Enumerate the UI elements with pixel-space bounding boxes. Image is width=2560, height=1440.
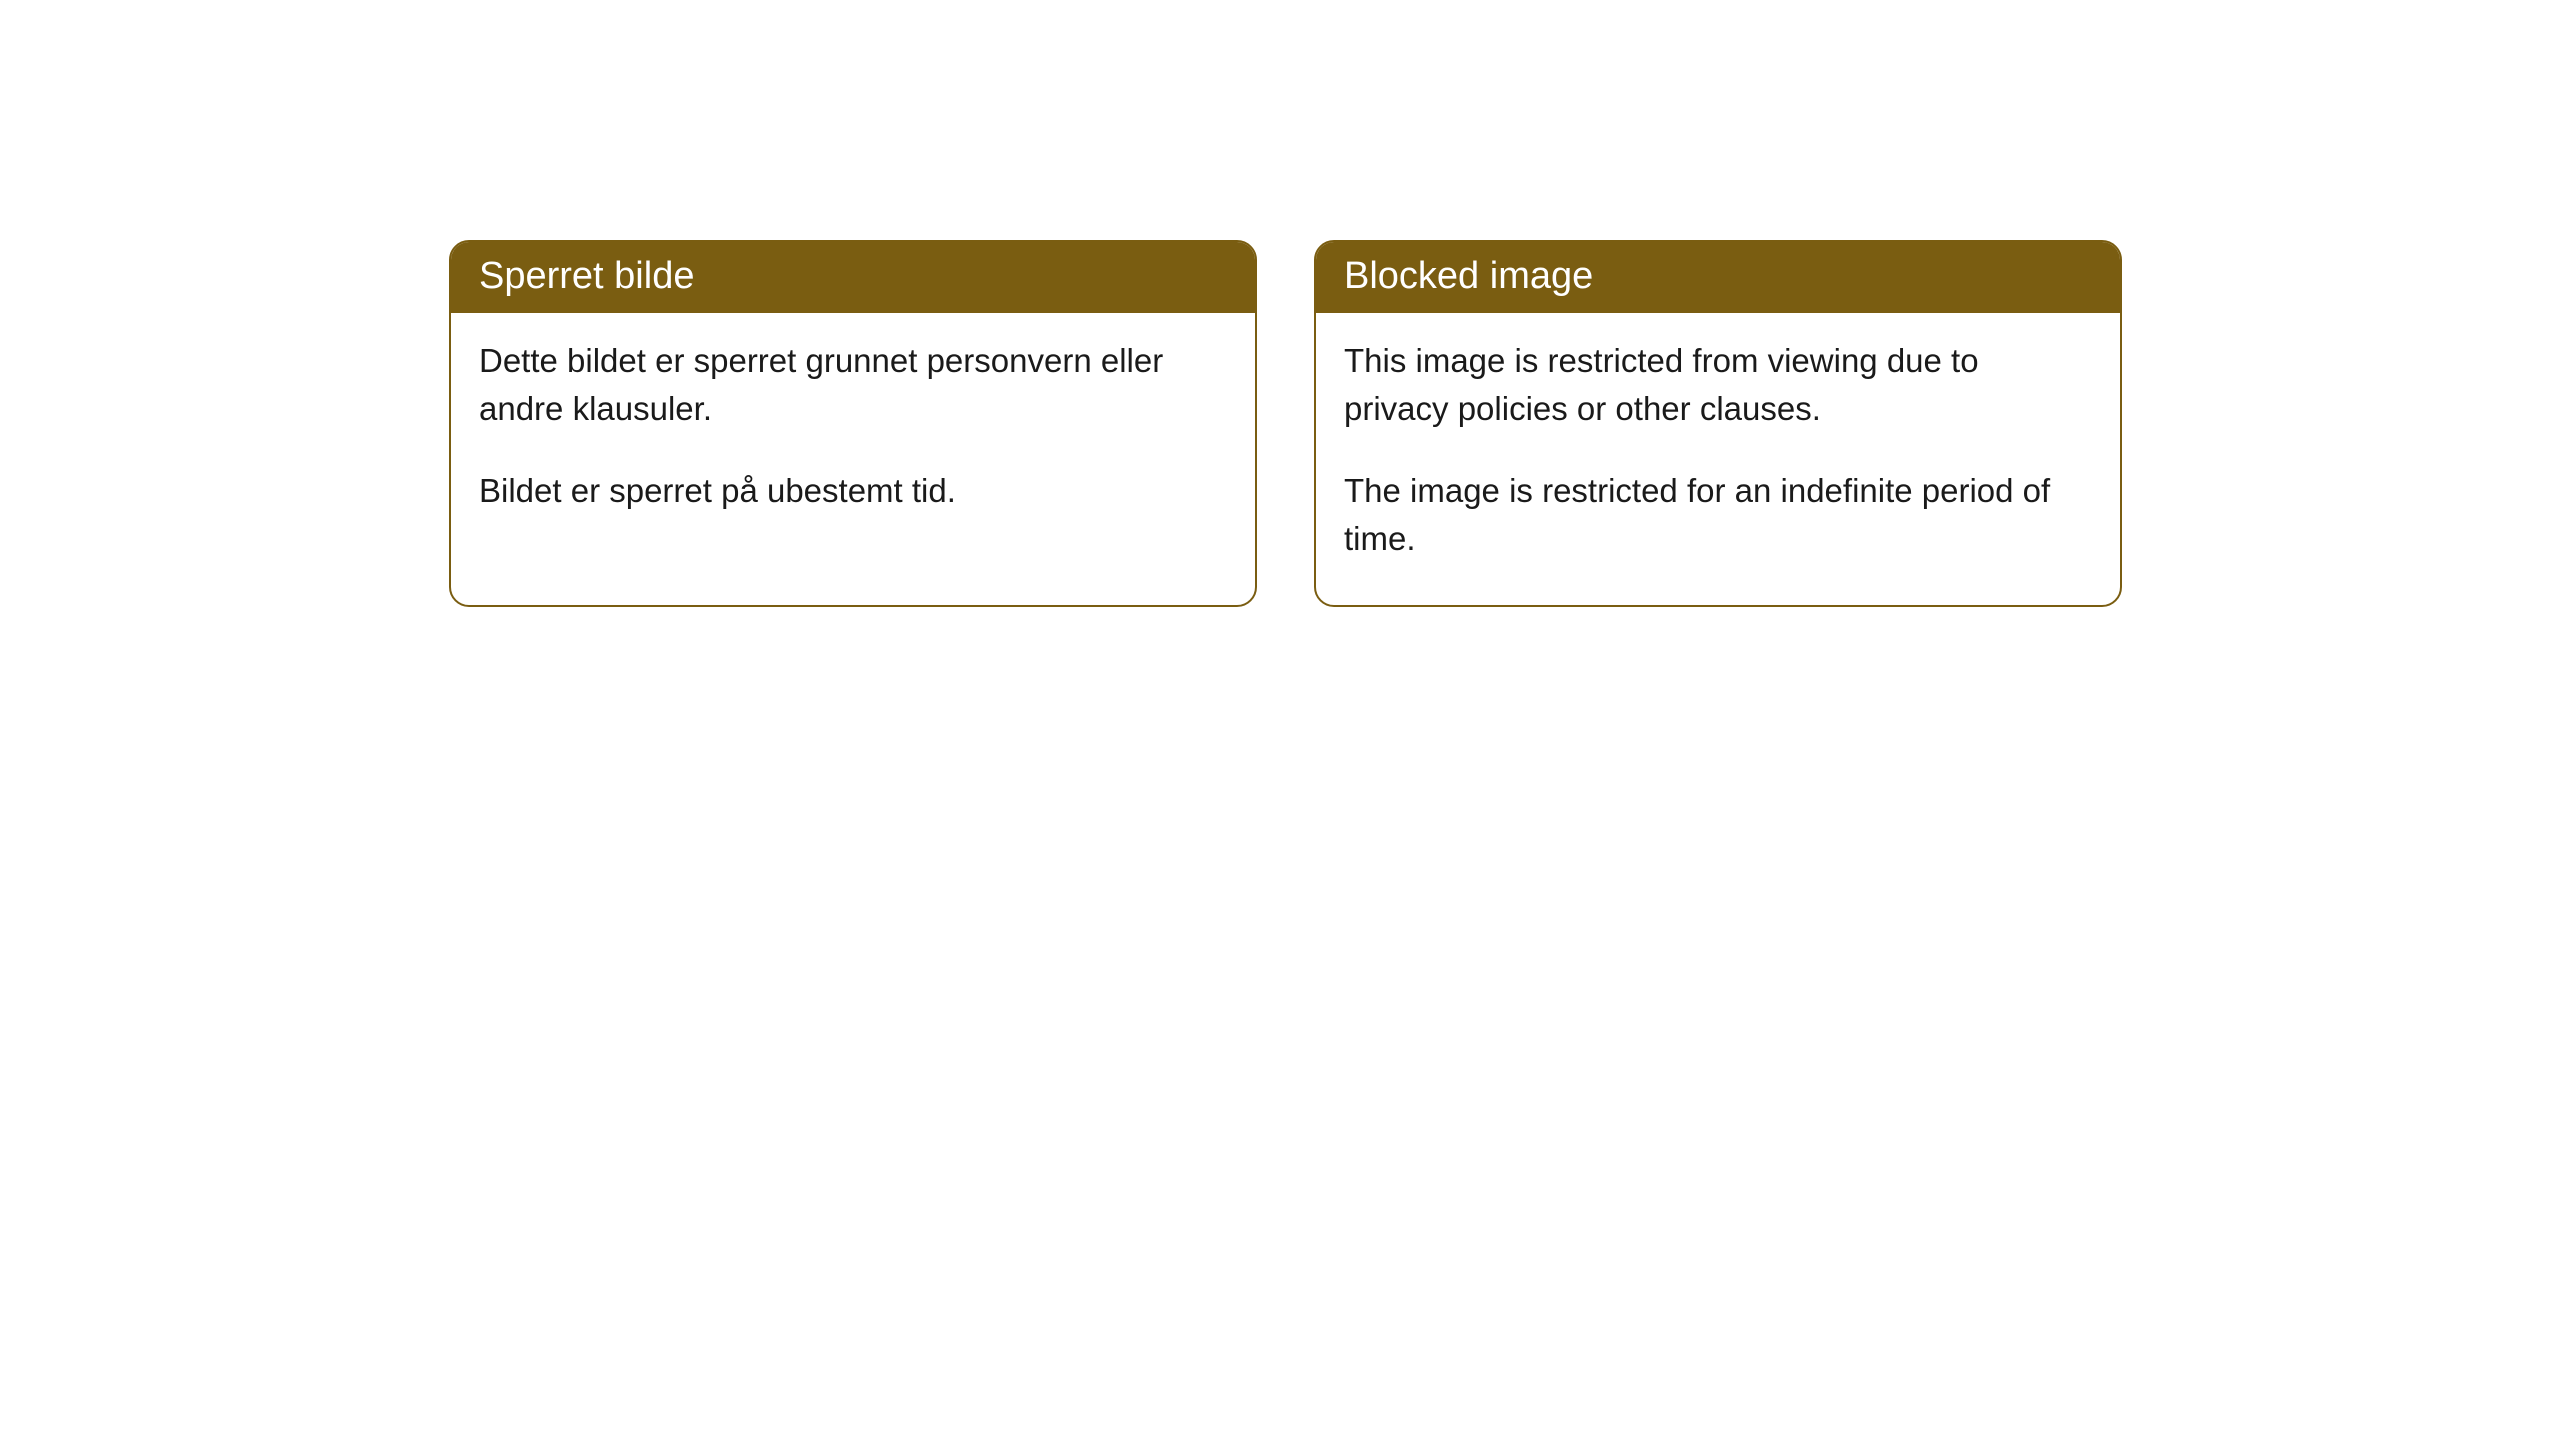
card-english: Blocked image This image is restricted f… [1314,240,2122,607]
card-title-norwegian: Sperret bilde [451,242,1255,313]
card-body-english: This image is restricted from viewing du… [1316,313,2120,604]
card-title-english: Blocked image [1316,242,2120,313]
card-paragraph: Bildet er sperret på ubestemt tid. [479,467,1227,515]
cards-container: Sperret bilde Dette bildet er sperret gr… [449,240,2122,607]
card-paragraph: Dette bildet er sperret grunnet personve… [479,337,1227,433]
card-norwegian: Sperret bilde Dette bildet er sperret gr… [449,240,1257,607]
card-paragraph: The image is restricted for an indefinit… [1344,467,2092,563]
card-body-norwegian: Dette bildet er sperret grunnet personve… [451,313,1255,557]
card-paragraph: This image is restricted from viewing du… [1344,337,2092,433]
